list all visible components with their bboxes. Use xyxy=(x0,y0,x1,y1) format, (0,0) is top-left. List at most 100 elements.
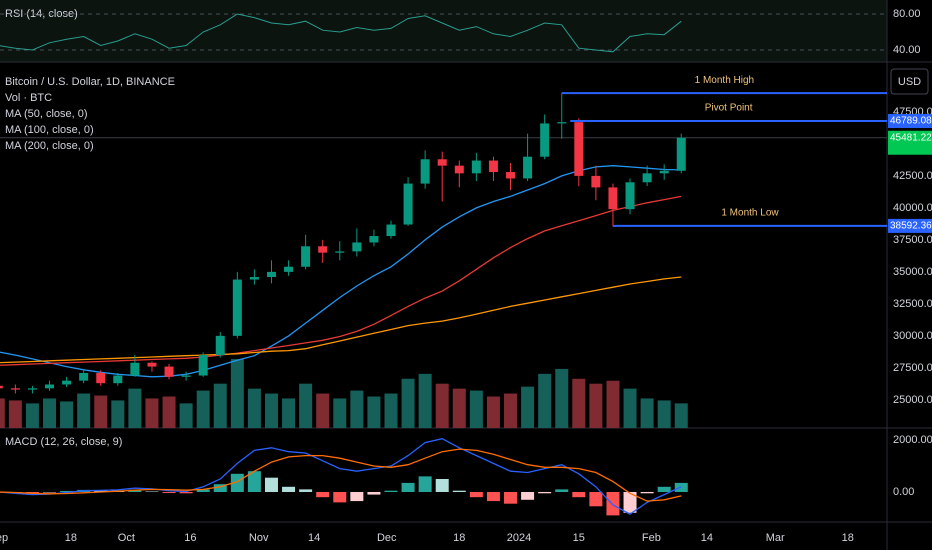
macd-histogram-bar xyxy=(452,490,466,492)
volume-bar xyxy=(179,403,193,428)
level-tag xyxy=(888,218,932,233)
macd-histogram-bar xyxy=(367,491,381,495)
currency-label[interactable]: USD xyxy=(898,76,921,88)
x-tick-label: 2024 xyxy=(507,532,531,544)
macd-histogram-bar xyxy=(282,486,296,492)
candle-body xyxy=(676,137,686,171)
candle-body xyxy=(130,362,140,376)
currency-button[interactable] xyxy=(890,68,929,95)
macd-histogram-bar xyxy=(504,491,518,504)
macd-histogram-bar xyxy=(299,489,313,492)
y-tick-label: 42500.00 xyxy=(893,170,932,182)
volume-bar xyxy=(145,398,159,428)
volume-bar xyxy=(384,393,398,428)
candle-body xyxy=(215,335,225,356)
macd-histogram-bar xyxy=(435,478,449,492)
volume-bar xyxy=(674,403,688,428)
x-tick-label: 14 xyxy=(308,532,320,544)
volume-bar xyxy=(316,393,330,428)
x-tick-label: Feb xyxy=(642,532,661,544)
volume-bar xyxy=(264,393,278,428)
candle-body xyxy=(266,271,276,277)
candle-body xyxy=(659,170,669,174)
x-tick-label: 18 xyxy=(65,532,77,544)
volume-bar xyxy=(640,398,654,428)
candle-body xyxy=(437,159,447,166)
volume-bar xyxy=(213,383,227,428)
volume-title: Vol · BTC xyxy=(5,92,52,104)
x-tick-label: 18 xyxy=(453,532,465,544)
y-tick-label: 37500.00 xyxy=(893,234,932,246)
x-tick-label: 16 xyxy=(184,532,196,544)
y-tick-label: 2000.00 xyxy=(893,434,932,446)
level-tag-label: 46789.08 xyxy=(890,116,932,127)
volume-bar xyxy=(623,388,637,428)
macd-histogram-bar xyxy=(264,477,278,492)
legend-label: MA (200, close, 0) xyxy=(5,140,94,152)
level-tag-label: 38592.36 xyxy=(890,221,932,232)
level-label: 1 Month High xyxy=(695,75,754,86)
x-tick-label: Nov xyxy=(249,532,269,544)
candle-body xyxy=(608,187,618,210)
macd-histogram-bar xyxy=(316,491,330,498)
macd-histogram-bar xyxy=(521,491,535,500)
y-tick-label: 32500.00 xyxy=(893,298,932,310)
y-tick-label: 27500.00 xyxy=(893,362,932,374)
volume-bar xyxy=(43,398,57,428)
macd-histogram-bar xyxy=(128,489,142,492)
macd-histogram-bar xyxy=(179,491,193,494)
candle-body xyxy=(62,380,72,385)
volume-bar xyxy=(367,396,381,428)
y-tick-label: 80.00 xyxy=(893,8,921,20)
volume-bar xyxy=(504,393,518,428)
candle-body xyxy=(557,122,567,124)
y-tick-label: 40.00 xyxy=(893,44,921,56)
volume-bar xyxy=(162,396,176,428)
macd-histogram-bar xyxy=(196,489,210,492)
macd-histogram-bar xyxy=(555,489,569,492)
candle-body xyxy=(403,183,413,225)
candle-body xyxy=(96,372,106,384)
moving-average xyxy=(0,276,682,364)
y-tick-label: 35000.00 xyxy=(893,266,932,278)
candle-body xyxy=(352,242,362,252)
volume-bar xyxy=(350,390,364,428)
macd-histogram-bar xyxy=(384,490,398,492)
volume-bar xyxy=(486,396,500,428)
macd-histogram-bar xyxy=(657,486,671,492)
candle-body xyxy=(625,182,635,210)
volume-bar xyxy=(196,390,210,428)
price-title: Bitcoin / U.S. Dollar, 1D, BINANCE xyxy=(5,76,175,88)
candle-body xyxy=(591,175,601,188)
level-tag xyxy=(888,114,932,129)
macd-histogram-bar xyxy=(623,491,637,513)
candle-body xyxy=(27,388,37,390)
macd-histogram-bar xyxy=(469,491,483,498)
x-tick-label: Sep xyxy=(0,532,8,544)
candle-body xyxy=(164,366,174,377)
candle-body xyxy=(301,246,311,267)
rsi-line xyxy=(0,13,682,53)
macd-histogram-bar xyxy=(25,491,39,494)
y-tick-label: 30000.00 xyxy=(893,330,932,342)
macd-histogram-bar xyxy=(418,476,432,492)
candle-body xyxy=(284,266,294,272)
volume-bar xyxy=(606,380,620,428)
volume-bar xyxy=(572,378,586,428)
volume-bar xyxy=(418,373,432,428)
candle-body xyxy=(488,160,498,173)
volume-bar xyxy=(25,403,39,428)
y-tick-label: 40000.00 xyxy=(893,202,932,214)
macd-histogram-bar xyxy=(640,491,654,494)
macd-histogram-bar xyxy=(162,491,176,494)
candle-body xyxy=(454,165,464,174)
candle-body xyxy=(471,160,481,174)
x-tick-label: 18 xyxy=(842,532,854,544)
candle-body xyxy=(420,159,430,184)
candle-body xyxy=(232,279,242,336)
candle-body xyxy=(335,251,345,253)
candle-body xyxy=(642,173,652,183)
macd-histogram-bar xyxy=(333,491,347,503)
